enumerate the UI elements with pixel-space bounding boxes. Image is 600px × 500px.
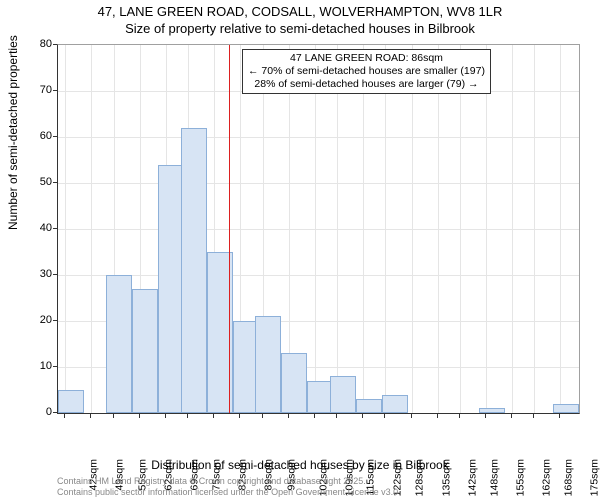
- xtick-mark: [139, 414, 140, 418]
- xtick-mark: [187, 414, 188, 418]
- xtick-mark: [262, 414, 263, 418]
- annotation-box: 47 LANE GREEN ROAD: 86sqm ← 70% of semi-…: [242, 49, 491, 94]
- xtick-mark: [533, 414, 534, 418]
- figure: 47, LANE GREEN ROAD, CODSALL, WOLVERHAMP…: [0, 0, 600, 500]
- ytick-label: 0: [22, 406, 52, 418]
- gridline-h: [58, 229, 579, 230]
- xtick-mark: [362, 414, 363, 418]
- xtick-mark: [336, 414, 337, 418]
- xtick-mark: [165, 414, 166, 418]
- ytick-label: 50: [22, 176, 52, 188]
- footer-line2: Contains public sector information licen…: [57, 487, 401, 497]
- ytick-mark: [53, 412, 57, 413]
- footer-line1: Contains HM Land Registry data © Crown c…: [57, 476, 366, 486]
- histogram-bar: [106, 275, 132, 413]
- ytick-label: 30: [22, 268, 52, 280]
- x-axis-label: Distribution of semi-detached houses by …: [0, 458, 600, 472]
- ytick-mark: [53, 90, 57, 91]
- xtick-mark: [459, 414, 460, 418]
- gridline-v: [512, 45, 513, 413]
- gridline-v: [438, 45, 439, 413]
- ytick-label: 10: [22, 360, 52, 372]
- ytick-mark: [53, 274, 57, 275]
- histogram-bar: [479, 408, 505, 413]
- histogram-bar: [132, 289, 158, 413]
- reference-line: [229, 45, 230, 413]
- ytick-label: 60: [22, 130, 52, 142]
- ytick-mark: [53, 366, 57, 367]
- xtick-mark: [559, 414, 560, 418]
- ytick-mark: [53, 320, 57, 321]
- histogram-bar: [330, 376, 356, 413]
- gridline-v: [460, 45, 461, 413]
- xtick-mark: [113, 414, 114, 418]
- xtick-mark: [314, 414, 315, 418]
- ytick-label: 70: [22, 84, 52, 96]
- annotation-line2: ← 70% of semi-detached houses are smalle…: [248, 65, 485, 77]
- gridline-v: [412, 45, 413, 413]
- xtick-mark: [511, 414, 512, 418]
- gridline-v: [486, 45, 487, 413]
- attribution-footer: Contains HM Land Registry data © Crown c…: [57, 476, 401, 498]
- xtick-mark: [239, 414, 240, 418]
- histogram-bar: [553, 404, 579, 413]
- ytick-mark: [53, 136, 57, 137]
- histogram-bar: [58, 390, 84, 413]
- xtick-mark: [213, 414, 214, 418]
- title-line2: Size of property relative to semi-detach…: [125, 21, 475, 36]
- gridline-v: [91, 45, 92, 413]
- histogram-bar: [356, 399, 382, 413]
- histogram-bar: [382, 395, 408, 413]
- gridline-v: [65, 45, 66, 413]
- gridline-v: [315, 45, 316, 413]
- ytick-label: 20: [22, 314, 52, 326]
- ytick-mark: [53, 44, 57, 45]
- chart-title: 47, LANE GREEN ROAD, CODSALL, WOLVERHAMP…: [0, 0, 600, 38]
- histogram-bar: [281, 353, 307, 413]
- gridline-v: [534, 45, 535, 413]
- xtick-mark: [411, 414, 412, 418]
- ytick-label: 80: [22, 38, 52, 50]
- histogram-bar: [181, 128, 207, 413]
- annotation-line3: 28% of semi-detached houses are larger (…: [254, 78, 478, 90]
- gridline-h: [58, 183, 579, 184]
- xtick-mark: [485, 414, 486, 418]
- gridline-v: [337, 45, 338, 413]
- xtick-mark: [288, 414, 289, 418]
- y-axis-label: Number of semi-detached properties: [6, 35, 20, 230]
- xtick-mark: [437, 414, 438, 418]
- ytick-label: 40: [22, 222, 52, 234]
- gridline-v: [560, 45, 561, 413]
- plot-area: 47 LANE GREEN ROAD: 86sqm ← 70% of semi-…: [57, 44, 580, 414]
- gridline-h: [58, 275, 579, 276]
- gridline-h: [58, 137, 579, 138]
- annotation-line1: 47 LANE GREEN ROAD: 86sqm: [290, 52, 443, 64]
- gridline-v: [363, 45, 364, 413]
- xtick-mark: [384, 414, 385, 418]
- title-line1: 47, LANE GREEN ROAD, CODSALL, WOLVERHAMP…: [98, 4, 503, 19]
- xtick-mark: [90, 414, 91, 418]
- ytick-mark: [53, 182, 57, 183]
- ytick-mark: [53, 228, 57, 229]
- gridline-v: [385, 45, 386, 413]
- histogram-bar: [255, 316, 281, 413]
- xtick-mark: [64, 414, 65, 418]
